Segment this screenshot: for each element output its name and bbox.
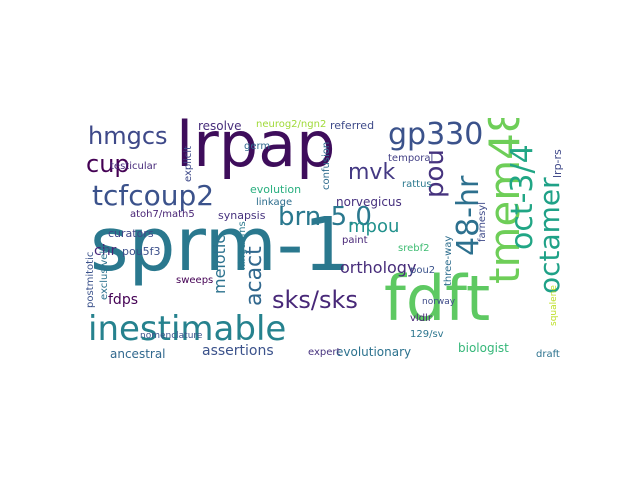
- cloud-word: chr: [94, 243, 117, 259]
- cloud-word: three-way: [443, 235, 454, 286]
- cloud-word: meiotic: [210, 234, 229, 294]
- cloud-word: confusion: [321, 141, 332, 190]
- cloud-word: norvegicus: [336, 195, 402, 209]
- cloud-word: exclusively: [99, 244, 110, 300]
- cloud-word: ancestral: [110, 347, 166, 361]
- cloud-word: norway: [422, 297, 456, 307]
- cloud-word: squalene: [549, 285, 559, 326]
- cloud-word: brn-5.0: [278, 202, 372, 232]
- cloud-word: curators: [108, 227, 154, 240]
- cloud-word: fdft: [384, 262, 491, 335]
- cloud-word: nomenclature: [140, 331, 203, 341]
- cloud-word: sweeps: [176, 275, 214, 286]
- cloud-word: temporal: [388, 153, 434, 164]
- cloud-word: pou5f3: [122, 245, 161, 258]
- cloud-word: mvk: [348, 160, 396, 185]
- cloud-word: evolution: [250, 183, 302, 196]
- cloud-word: cup: [86, 150, 130, 178]
- cloud-word: lrp-rs: [551, 149, 564, 178]
- cloud-word: postmitotic: [85, 251, 96, 308]
- cloud-word: inestimable: [88, 309, 287, 349]
- cloud-word: paint: [342, 235, 368, 246]
- cloud-word: mpou: [348, 216, 400, 237]
- cloud-word: evolutionary: [336, 345, 412, 359]
- cloud-word: orthology: [340, 258, 417, 277]
- cloud-word: draft: [536, 349, 560, 360]
- cloud-word: explicit: [183, 146, 194, 182]
- cloud-word: rattus: [402, 179, 432, 190]
- cloud-word: farnesyl: [477, 202, 488, 242]
- cloud-word: gp330: [388, 118, 484, 152]
- cloud-word: resolve: [198, 119, 242, 133]
- cloud-word: assertions: [202, 343, 274, 359]
- cloud-word: pou2: [410, 265, 436, 276]
- cloud-word: testicular: [110, 161, 157, 172]
- word-cloud: sprm-1 lrpap fdft inestimable tmem48 gp3…: [80, 118, 568, 364]
- cloud-word: expert: [308, 347, 341, 358]
- cloud-word: atoh7/math5: [130, 209, 195, 220]
- cloud-word: sprm-1: [90, 202, 351, 288]
- cloud-word: synapsis: [218, 209, 266, 222]
- cloud-word: lrpap: [176, 118, 336, 181]
- cloud-word: srebf2: [398, 243, 430, 254]
- cloud-word: germ: [244, 141, 271, 152]
- cloud-word: tcfcoup2: [92, 179, 215, 212]
- cloud-word: vldlr: [410, 313, 432, 324]
- cloud-word: sks/sks: [272, 286, 358, 314]
- cloud-word: biologist: [458, 341, 509, 355]
- cloud-word: 129/sv: [410, 329, 444, 340]
- cloud-word: kingdoms: [237, 221, 248, 270]
- cloud-word: hmgcs: [88, 122, 168, 150]
- cloud-word: referred: [330, 119, 375, 132]
- cloud-word: linkage: [256, 197, 293, 208]
- cloud-word: octamer: [533, 177, 566, 294]
- cloud-word: neurog2/ngn2: [256, 119, 327, 130]
- cloud-word: fdps: [108, 292, 138, 308]
